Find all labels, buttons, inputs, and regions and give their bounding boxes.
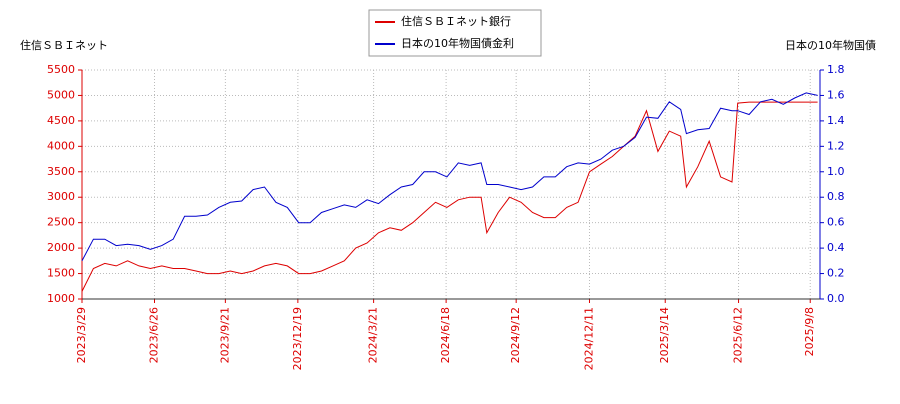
x-tick-label: 2024/3/21 bbox=[367, 307, 380, 363]
y-tick-label: 1500 bbox=[47, 267, 75, 280]
legend-label: 住信ＳＢＩネット銀行 bbox=[401, 14, 511, 28]
y-tick-label: 2000 bbox=[47, 241, 75, 254]
y2-tick-label: 1.8 bbox=[827, 63, 845, 76]
x-tick-label: 2023/9/21 bbox=[218, 307, 231, 363]
x-tick-label: 2024/12/11 bbox=[582, 307, 595, 370]
y2-tick-label: 1.0 bbox=[827, 165, 845, 178]
y2-tick-label: 0.6 bbox=[827, 216, 845, 229]
y-tick-label: 4000 bbox=[47, 139, 75, 152]
x-tick-label: 2023/3/29 bbox=[75, 307, 88, 363]
y2-tick-label: 1.4 bbox=[827, 114, 845, 127]
y2-tick-label: 1.6 bbox=[827, 88, 845, 101]
y-axis-label: 住信ＳＢＩネット bbox=[20, 38, 108, 52]
data-line bbox=[81, 101, 818, 292]
x-tick-label: 2025/3/14 bbox=[658, 307, 671, 363]
y-tick-label: 5000 bbox=[47, 88, 75, 101]
x-tick-label: 2025/6/12 bbox=[732, 307, 745, 363]
data-line bbox=[81, 92, 818, 262]
y2-axis-label: 日本の10年物国債 bbox=[785, 38, 876, 52]
legend-label: 日本の10年物国債金利 bbox=[401, 36, 514, 50]
y-tick-label: 3500 bbox=[47, 165, 75, 178]
y2-tick-label: 0.2 bbox=[827, 267, 845, 280]
y2-tick-label: 1.2 bbox=[827, 139, 845, 152]
y-tick-label: 2500 bbox=[47, 216, 75, 229]
y-tick-label: 5500 bbox=[47, 63, 75, 76]
x-tick-label: 2025/9/8 bbox=[803, 307, 816, 356]
x-tick-label: 2024/6/18 bbox=[439, 307, 452, 363]
x-tick-label: 2023/6/26 bbox=[147, 307, 160, 363]
y2-tick-label: 0.8 bbox=[827, 190, 845, 203]
y-tick-label: 3000 bbox=[47, 190, 75, 203]
x-tick-label: 2024/9/12 bbox=[509, 307, 522, 363]
legend-box bbox=[368, 9, 542, 57]
y-tick-label: 4500 bbox=[47, 114, 75, 127]
y2-tick-label: 0.0 bbox=[827, 292, 845, 305]
y-tick-label: 1000 bbox=[47, 292, 75, 305]
y2-tick-label: 0.4 bbox=[827, 241, 845, 254]
x-tick-label: 2023/12/19 bbox=[291, 307, 304, 370]
